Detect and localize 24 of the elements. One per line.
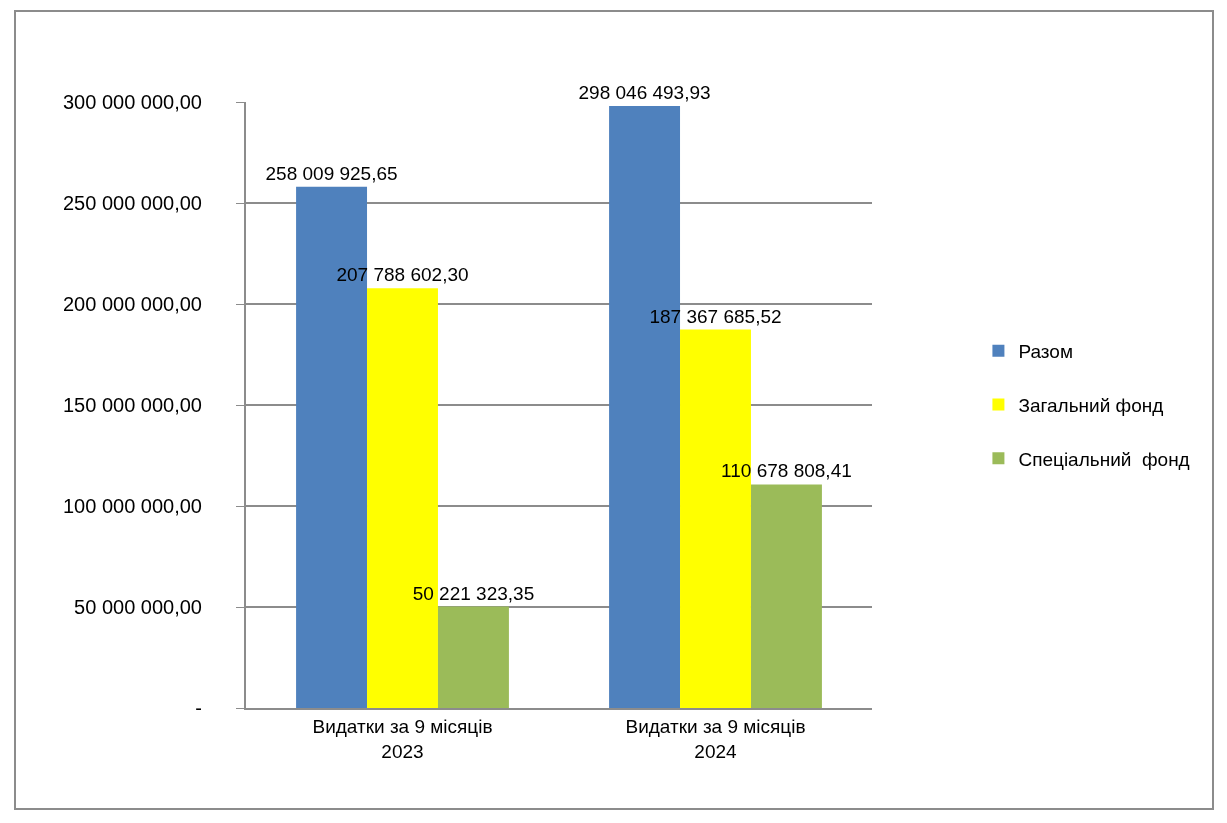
y-tick-label: 300 000 000,00 bbox=[62, 91, 202, 113]
data-label: 187 367 685,52 bbox=[649, 305, 782, 327]
legend-label: Разом bbox=[1018, 341, 1073, 363]
data-label: 207 788 602,30 bbox=[336, 264, 469, 286]
bar bbox=[367, 288, 438, 708]
x-tick-label: Видатки за 9 місяців 2024 bbox=[625, 715, 806, 762]
legend-label: Спеціальний фонд bbox=[1018, 448, 1190, 470]
bar bbox=[680, 329, 751, 708]
x-tick-label: Видатки за 9 місяців 2023 bbox=[312, 715, 493, 762]
data-label: 50 221 323,35 bbox=[412, 582, 535, 604]
y-tick-label: 100 000 000,00 bbox=[62, 495, 202, 517]
y-tick-label: 200 000 000,00 bbox=[62, 293, 202, 315]
y-tick-label: 250 000 000,00 bbox=[62, 192, 202, 214]
legend-label: Загальний фонд bbox=[1018, 394, 1164, 416]
bar bbox=[296, 186, 368, 708]
bar bbox=[750, 484, 822, 708]
y-tick-label: - bbox=[195, 697, 202, 719]
y-tick-label: 150 000 000,00 bbox=[62, 394, 202, 416]
bar bbox=[437, 606, 509, 708]
y-tick-label: 50 000 000,00 bbox=[74, 596, 202, 618]
data-label: 298 046 493,93 bbox=[578, 81, 711, 103]
bar bbox=[609, 105, 681, 708]
data-label: 258 009 925,65 bbox=[265, 162, 398, 184]
data-label: 110 678 808,41 bbox=[721, 460, 852, 482]
